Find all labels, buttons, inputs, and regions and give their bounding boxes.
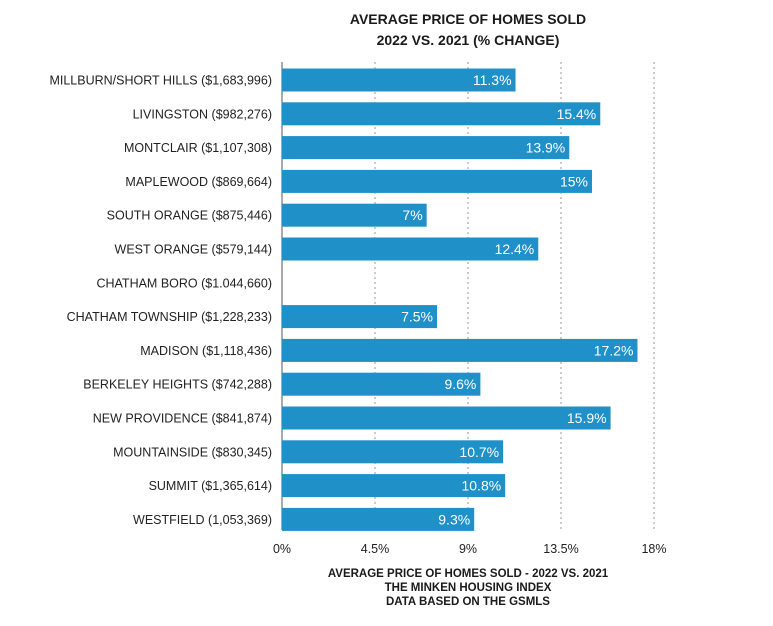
bar [282, 406, 611, 430]
x-axis-ticks: 0% 4.5% 9% 13.5% 18% [273, 542, 667, 556]
chart-subtitle: 2022 VS. 2021 (% CHANGE) [377, 32, 560, 48]
bar [282, 237, 539, 261]
bar [282, 440, 504, 464]
bar [282, 68, 516, 92]
category-label: MOUNTAINSIDE ($830,345) [113, 445, 272, 459]
bar-value-label: 17.2% [594, 342, 634, 358]
bar-value-label: 13.9% [526, 140, 566, 156]
chart-title: AVERAGE PRICE OF HOMES SOLD [350, 11, 586, 27]
x-tick-label: 9% [459, 542, 477, 556]
category-label: SUMMIT ($1,365,614) [149, 479, 272, 493]
bar [282, 203, 427, 227]
bar [282, 169, 592, 193]
bar [282, 474, 506, 498]
bar-value-label: 15.9% [567, 410, 607, 426]
bar [282, 102, 601, 126]
category-label: MONTCLAIR ($1,107,308) [124, 141, 272, 155]
bar-value-label: 7% [402, 207, 422, 223]
x-axis-label-line-3: DATA BASED ON THE GSMLS [386, 596, 550, 608]
x-tick-label: 13.5% [543, 542, 578, 556]
category-label: SOUTH ORANGE ($875,446) [107, 209, 272, 223]
bar-value-label: 9.6% [444, 376, 476, 392]
category-label: BERKELEY HEIGHTS ($742,288) [83, 378, 272, 392]
bar-value-label: 15% [560, 173, 588, 189]
category-label: WESTFIELD (1,053,369) [133, 513, 272, 527]
bar-value-label: 10.7% [459, 444, 499, 460]
bar-value-label: 11.3% [473, 72, 512, 88]
x-tick-label: 4.5% [361, 542, 390, 556]
bar [282, 507, 475, 531]
x-tick-label: 18% [641, 542, 666, 556]
bar [282, 372, 481, 396]
category-label: WEST ORANGE ($579,144) [115, 243, 272, 257]
x-tick-label: 0% [273, 542, 291, 556]
category-label: LIVINGSTON ($982,276) [133, 107, 272, 121]
category-label: MILLBURN/SHORT HILLS ($1,683,996) [49, 74, 272, 88]
bar-value-label: 15.4% [557, 106, 597, 122]
bars: MILLBURN/SHORT HILLS ($1,683,996) 11.3% LI… [49, 68, 638, 531]
x-axis-label-line-1: AVERAGE PRICE OF HOMES SOLD - 2022 VS. 2… [328, 568, 609, 580]
bar [282, 338, 638, 362]
category-label: MADISON ($1,118,436) [140, 344, 272, 358]
bar-value-label: 9.3% [438, 511, 470, 527]
category-label: CHATHAM TOWNSHIP ($1,228,233) [67, 310, 272, 324]
category-label: MAPLEWOOD ($869,664) [125, 175, 272, 189]
bar [282, 136, 570, 160]
category-label: CHATHAM BORO ($1.044,660) [96, 276, 272, 290]
bar-value-label: 10.8% [461, 478, 501, 494]
bar-value-label: 7.5% [401, 309, 433, 325]
bar-value-label: 12.4% [495, 241, 535, 257]
category-label: NEW PROVIDENCE ($841,874) [93, 412, 272, 426]
bar [282, 305, 437, 329]
x-axis-label-line-2: THE MINKEN HOUSING INDEX [385, 582, 552, 594]
